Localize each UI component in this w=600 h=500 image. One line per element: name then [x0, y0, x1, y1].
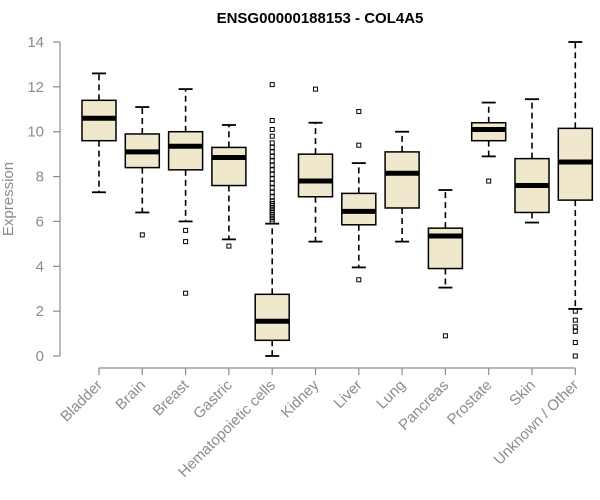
box-gastric	[211, 124, 247, 249]
outlier-point	[486, 178, 492, 184]
y-tick-label: 4	[36, 258, 44, 275]
outlier-point	[572, 308, 578, 314]
y-axis: 0 2 4 6 8 10 12 14	[27, 34, 61, 365]
box-bladder	[81, 72, 117, 194]
outlier-point	[269, 218, 275, 224]
outlier-point	[269, 176, 275, 182]
outlier-point	[356, 277, 362, 283]
box-unknown-other	[557, 41, 594, 359]
box-prostate	[470, 101, 507, 184]
outlier-point	[269, 133, 275, 139]
iqr-box-gastric	[211, 146, 247, 187]
outlier-point	[269, 118, 275, 123]
outlier-point	[269, 158, 275, 164]
box-pancreas	[427, 189, 464, 339]
boxes-group	[81, 41, 594, 359]
y-tick-label: 6	[36, 213, 44, 230]
iqr-box-hematopoietic-cells	[254, 293, 290, 342]
outlier-point	[313, 86, 318, 92]
box-brain	[124, 106, 161, 238]
y-axis-label: Expression	[0, 162, 17, 236]
x-tick-label-kidney: Kidney	[278, 376, 323, 421]
outlier-point	[269, 140, 275, 146]
y-tick-label: 2	[36, 303, 44, 320]
outlier-point	[269, 82, 275, 88]
outlier-point	[572, 317, 578, 323]
iqr-box-breast	[167, 130, 204, 171]
outlier-point	[356, 109, 362, 115]
box-liver	[341, 109, 377, 283]
y-tick-label: 14	[27, 34, 44, 51]
y-tick-label: 0	[36, 348, 44, 365]
outlier-point	[356, 142, 362, 148]
outlier-point	[269, 126, 275, 132]
outlier-point	[269, 144, 275, 150]
outlier-point	[269, 189, 275, 195]
outlier-point	[269, 153, 275, 159]
outlier-point	[269, 171, 275, 177]
outlier-point	[269, 180, 275, 186]
box-kidney	[297, 86, 334, 243]
outlier-point	[572, 328, 578, 334]
outlier-point	[226, 243, 232, 249]
outlier-point	[183, 290, 189, 296]
x-tick-label-breast: Breast	[150, 376, 193, 419]
outlier-point	[183, 227, 189, 233]
chart-title: ENSG00000188153 - COL4A5	[217, 10, 424, 27]
outlier-point	[572, 353, 578, 359]
iqr-box-lung	[384, 151, 420, 209]
box-hematopoietic-cells	[254, 82, 290, 357]
x-tick-label-lung: Lung	[373, 377, 409, 413]
outlier-point	[572, 324, 578, 330]
y-tick-label: 10	[27, 124, 44, 141]
outlier-point	[269, 194, 275, 200]
outlier-point	[183, 239, 189, 245]
x-tick-label-skin: Skin	[506, 377, 539, 410]
outlier-point	[572, 340, 578, 346]
box-skin	[514, 98, 550, 224]
x-tick-label-bladder: Bladder	[57, 377, 106, 426]
iqr-box-kidney	[297, 153, 334, 198]
outlier-point	[269, 185, 275, 191]
outlier-point	[269, 149, 275, 155]
x-tick-label-brain: Brain	[112, 377, 149, 414]
y-tick-label: 8	[36, 169, 44, 186]
box-lung	[384, 130, 420, 243]
x-tick-label-prostate: Prostate	[444, 377, 496, 429]
outlier-point	[442, 333, 448, 339]
outlier-point	[139, 232, 145, 238]
outlier-point	[269, 162, 275, 168]
outlier-point	[269, 167, 275, 173]
x-tick-label-liver: Liver	[331, 377, 366, 412]
box-breast	[167, 88, 204, 296]
y-tick-label: 12	[27, 79, 44, 96]
